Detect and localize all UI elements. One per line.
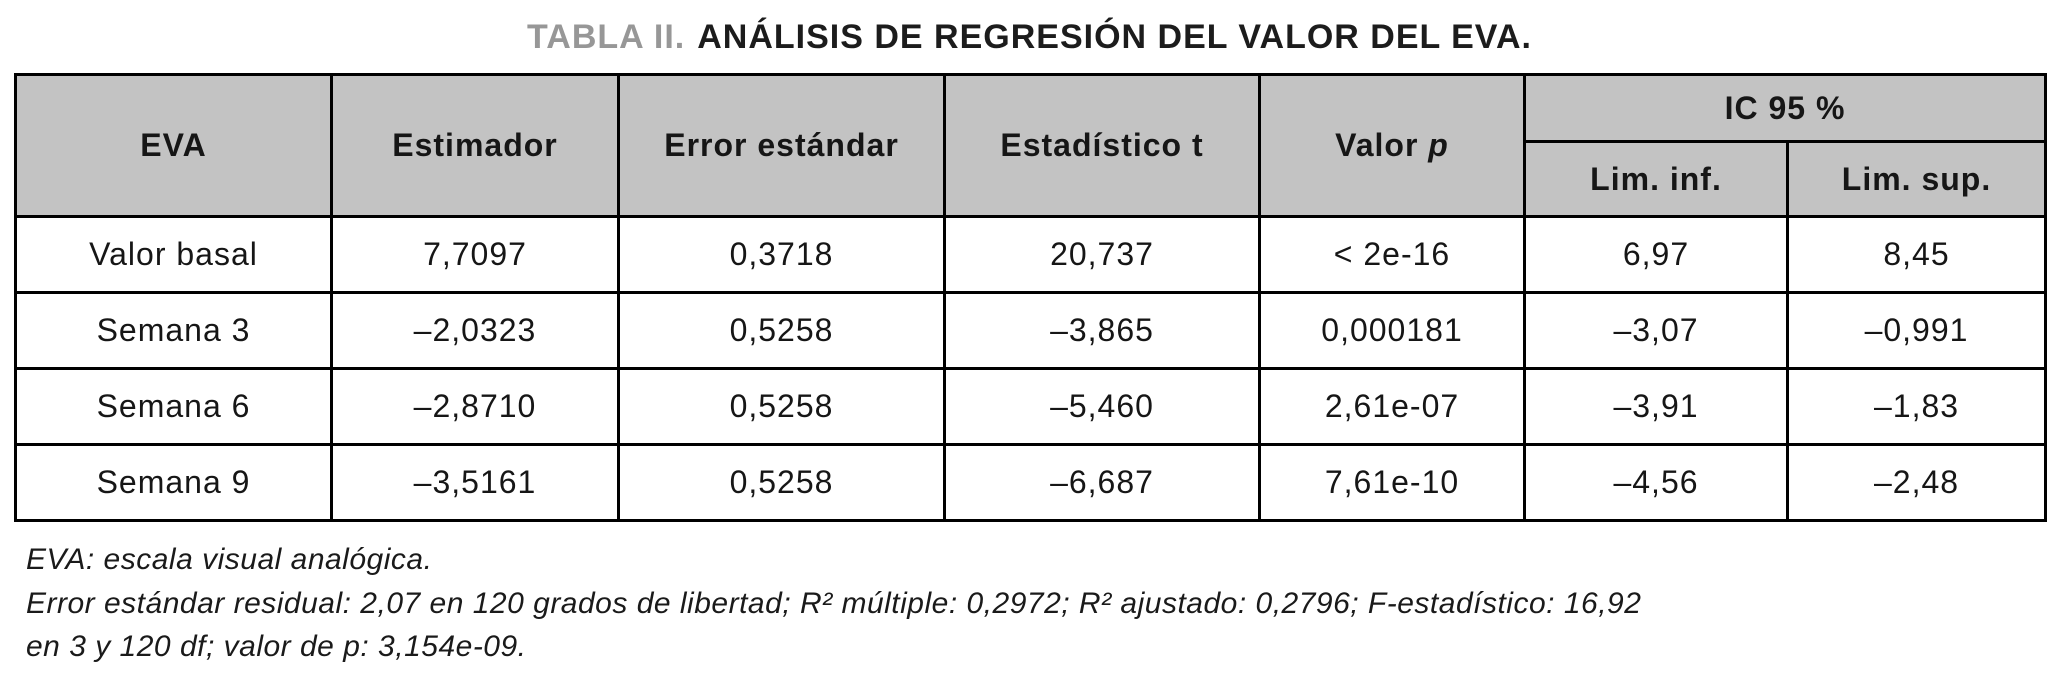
cell-lim-sup: –0,991 <box>1785 291 2048 370</box>
cell-lim-inf: –3,91 <box>1523 367 1789 446</box>
header-row-sub: Lim. inf. Lim. sup. <box>16 140 2048 218</box>
header-estimador: Estimador <box>330 73 620 218</box>
cell-estadistico-t: 20,737 <box>943 215 1261 294</box>
table-title-label: TABLA II. <box>527 18 686 56</box>
cell-lim-inf: 6,97 <box>1523 215 1789 294</box>
header-valor-p-prefix: Valor <box>1335 127 1429 163</box>
header-ic95: IC 95 % <box>1522 73 2048 143</box>
cell-valor-p: < 2e-16 <box>1258 215 1526 294</box>
header-eva: EVA <box>14 73 333 218</box>
header-valor-p-symbol: p <box>1428 127 1449 163</box>
cell-valor-p: 2,61e-07 <box>1258 367 1526 446</box>
table-row-semana-3: Semana 3 –2,0323 0,5258 –3,865 0,000181 … <box>14 291 2048 370</box>
row-label: Semana 9 <box>14 443 333 522</box>
row-label: Semana 6 <box>14 367 333 446</box>
header-lim-sup: Lim. sup. <box>1785 140 2048 218</box>
header-valor-p: Valor p <box>1258 73 1526 218</box>
footnotes: EVA: escala visual analógica. Error está… <box>26 538 2045 669</box>
cell-error-estandar: 0,5258 <box>617 291 946 370</box>
cell-lim-inf: –3,07 <box>1523 291 1789 370</box>
cell-estimador: –3,5161 <box>330 443 620 522</box>
table-row-valor-basal: Valor basal 7,7097 0,3718 20,737 < 2e-16… <box>14 215 2048 294</box>
header-estadistico-t: Estadístico t <box>943 73 1261 218</box>
cell-valor-p: 7,61e-10 <box>1258 443 1526 522</box>
header-row-top: EVA Estimador Error estándar Estadístico… <box>14 73 2048 218</box>
header-error-estandar: Error estándar <box>617 73 946 218</box>
cell-lim-sup: –2,48 <box>1785 443 2048 522</box>
cell-estimador: –2,0323 <box>330 291 620 370</box>
footnote-line-2: Error estándar residual: 2,07 en 120 gra… <box>26 586 1642 620</box>
row-label: Valor basal <box>14 215 333 294</box>
cell-lim-sup: 8,45 <box>1785 215 2048 294</box>
cell-estimador: 7,7097 <box>330 215 620 294</box>
cell-estadistico-t: –6,687 <box>943 443 1261 522</box>
regression-table: EVA Estimador Error estándar Estadístico… <box>14 73 2048 522</box>
cell-error-estandar: 0,3718 <box>617 215 946 294</box>
cell-error-estandar: 0,5258 <box>617 367 946 446</box>
cell-estimador: –2,8710 <box>330 367 620 446</box>
table-row-semana-9: Semana 9 –3,5161 0,5258 –6,687 7,61e-10 … <box>14 443 2048 522</box>
row-label: Semana 3 <box>14 291 333 370</box>
footnote-line-1: EVA: escala visual analógica. <box>26 543 433 576</box>
cell-estadistico-t: –5,460 <box>943 367 1261 446</box>
cell-error-estandar: 0,5258 <box>617 443 946 522</box>
table-title-text: ANÁLISIS DE REGRESIÓN DEL VALOR DEL EVA. <box>697 18 1532 56</box>
table-row-semana-6: Semana 6 –2,8710 0,5258 –5,460 2,61e-07 … <box>14 367 2048 446</box>
cell-lim-sup: –1,83 <box>1785 367 2048 446</box>
cell-lim-inf: –4,56 <box>1523 443 1789 522</box>
cell-valor-p: 0,000181 <box>1258 291 1526 370</box>
page: TABLA II. ANÁLISIS DE REGRESIÓN DEL VALOR… <box>14 18 2048 669</box>
footnote-line-3: en 3 y 120 df; valor de p: 3,154e-09. <box>26 630 527 663</box>
table-title: TABLA II. ANÁLISIS DE REGRESIÓN DEL VALOR… <box>14 18 2045 57</box>
cell-estadistico-t: –3,865 <box>943 291 1261 370</box>
header-lim-inf: Lim. inf. <box>1523 140 1789 218</box>
